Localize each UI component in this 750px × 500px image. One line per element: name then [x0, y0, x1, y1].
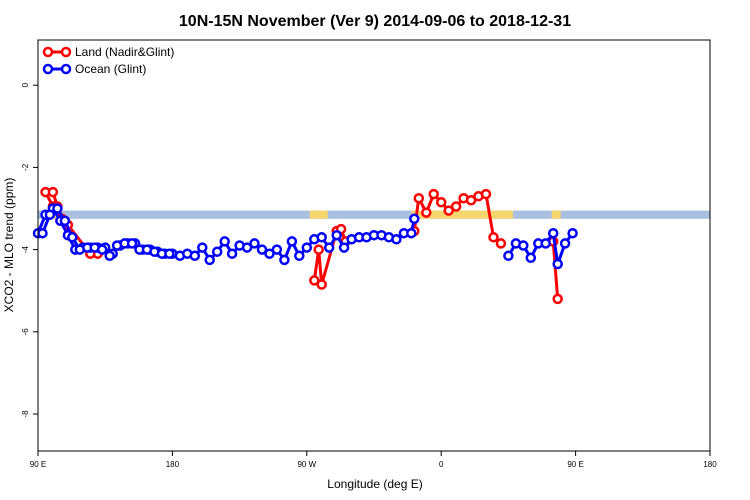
data-point	[547, 227, 559, 239]
data-point	[435, 197, 447, 208]
legend-land-marker	[60, 46, 72, 58]
data-point	[488, 232, 499, 243]
data-point	[567, 227, 578, 239]
y-axis: 0 -2 -4 -6 -8	[21, 82, 38, 418]
data-point	[294, 250, 305, 262]
y-axis-label: XCO2 - MLO trend (ppm)	[2, 178, 16, 313]
y-tick-label: -2	[21, 163, 30, 171]
data-point	[316, 279, 327, 290]
legend-item-land: Land (Nadir&Glint)	[42, 45, 174, 59]
data-point	[450, 201, 462, 212]
data-point	[338, 242, 350, 253]
data-point	[443, 205, 454, 216]
x-axis: 90 E 180 90 W 0 90 E 180	[30, 451, 717, 469]
legend-ocean-marker	[60, 63, 72, 75]
land-ocean-band	[38, 210, 710, 219]
x-tick-label: 90 W	[297, 460, 316, 469]
legend-land-label: Land (Nadir&Glint)	[75, 45, 174, 59]
series-line	[507, 229, 574, 265]
ocean-band	[38, 210, 710, 219]
plot-frame	[37, 39, 711, 452]
x-tick-label: 90 E	[30, 460, 46, 469]
data-point	[204, 254, 215, 266]
data-point	[540, 238, 551, 249]
data-point	[316, 232, 327, 243]
data-point	[96, 244, 108, 255]
data-point	[331, 229, 342, 241]
series-line	[551, 241, 560, 300]
data-point	[559, 238, 571, 249]
y-tick-label: -4	[21, 245, 30, 253]
x-tick-label: 90 E	[567, 460, 583, 469]
data-point	[309, 275, 320, 286]
x-tick-label: 0	[439, 460, 444, 469]
data-point	[256, 244, 268, 255]
series-layer	[32, 186, 578, 305]
data-point	[189, 250, 201, 262]
data-point	[279, 254, 290, 266]
data-point	[67, 232, 78, 243]
plot-area	[32, 39, 711, 452]
data-point	[226, 248, 238, 259]
data-point	[197, 242, 208, 253]
data-point	[421, 207, 432, 218]
land-band-segment	[309, 210, 328, 219]
data-point	[249, 238, 260, 249]
data-point	[552, 258, 563, 270]
y-tick-label: -8	[21, 410, 30, 418]
data-point	[552, 293, 563, 305]
data-point	[271, 244, 283, 255]
data-point	[104, 250, 115, 262]
data-point	[286, 236, 298, 247]
legend-ocean-label: Ocean (Glint)	[75, 62, 146, 76]
data-point	[391, 234, 402, 245]
data-point	[37, 227, 48, 239]
data-point	[264, 248, 275, 259]
x-tick-label: 180	[703, 460, 717, 469]
data-point	[44, 209, 56, 220]
data-point	[323, 242, 335, 253]
chart-title: 10N-15N November (Ver 9) 2014-09-06 to 2…	[179, 13, 571, 30]
land-band-segment	[411, 210, 513, 219]
data-point	[406, 227, 417, 239]
legend-item-ocean: Ocean (Glint)	[42, 62, 146, 76]
data-point	[480, 188, 492, 200]
data-point	[219, 236, 230, 247]
legend-land-marker	[42, 46, 54, 58]
data-point	[525, 252, 537, 264]
data-point	[211, 246, 223, 257]
data-point	[241, 242, 253, 253]
data-point	[495, 238, 507, 249]
data-point	[428, 188, 439, 200]
x-axis-label: Longitude (deg E)	[327, 477, 422, 491]
data-point	[465, 195, 477, 206]
data-point	[518, 240, 529, 251]
y-tick-label: 0	[21, 82, 30, 87]
data-point	[301, 242, 313, 253]
x-tick-label: 180	[166, 460, 180, 469]
data-point	[59, 215, 71, 227]
data-point	[409, 213, 420, 225]
data-point	[164, 248, 175, 259]
series-ocean	[32, 203, 578, 270]
data-point	[503, 250, 514, 262]
data-point	[52, 203, 63, 214]
data-point	[47, 186, 59, 198]
y-tick-label: -6	[21, 328, 30, 336]
legend-ocean-marker	[42, 63, 54, 75]
data-point	[413, 192, 425, 204]
data-point	[313, 244, 324, 255]
land-band-segment	[551, 210, 561, 219]
legend: Land (Nadir&Glint) Ocean (Glint)	[42, 45, 174, 76]
data-point	[126, 238, 138, 249]
